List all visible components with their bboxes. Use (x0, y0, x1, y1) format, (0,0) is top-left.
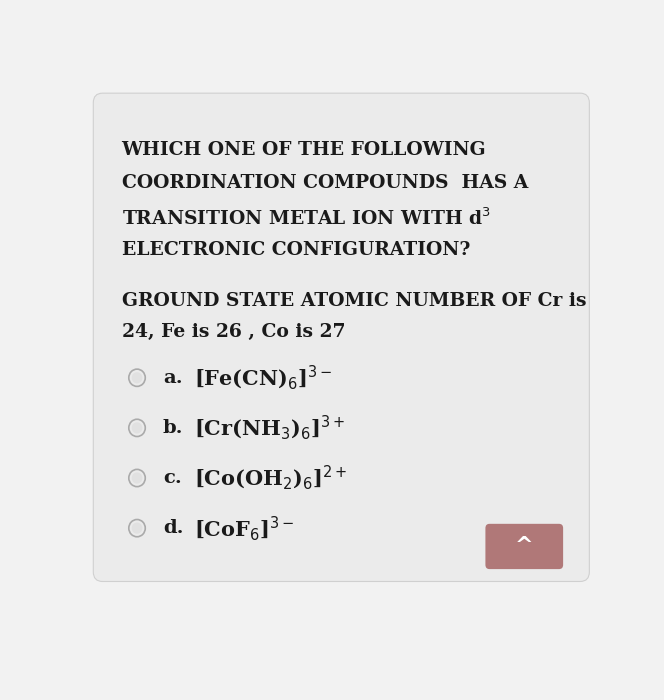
Text: c.: c. (163, 469, 181, 487)
Text: [Co(OH$_2$)$_6$]$^{2+}$: [Co(OH$_2$)$_6$]$^{2+}$ (194, 464, 347, 492)
Text: WHICH ONE OF THE FOLLOWING: WHICH ONE OF THE FOLLOWING (122, 141, 486, 159)
Text: [Fe(CN)$_6$]$^{3-}$: [Fe(CN)$_6$]$^{3-}$ (194, 363, 332, 392)
FancyBboxPatch shape (485, 524, 563, 569)
Text: 24, Fe is 26 , Co is 27: 24, Fe is 26 , Co is 27 (122, 323, 345, 341)
FancyBboxPatch shape (93, 93, 590, 582)
Circle shape (131, 473, 142, 484)
Text: GROUND STATE ATOMIC NUMBER OF Cr is: GROUND STATE ATOMIC NUMBER OF Cr is (122, 291, 586, 309)
Circle shape (131, 422, 142, 433)
Text: [CoF$_6$]$^{3-}$: [CoF$_6$]$^{3-}$ (194, 514, 294, 542)
Text: [Cr(NH$_3$)$_6$]$^{3+}$: [Cr(NH$_3$)$_6$]$^{3+}$ (194, 414, 345, 442)
Text: COORDINATION COMPOUNDS  HAS A: COORDINATION COMPOUNDS HAS A (122, 174, 528, 192)
Circle shape (131, 522, 142, 533)
Text: TRANSITION METAL ION WITH d$^3$: TRANSITION METAL ION WITH d$^3$ (122, 207, 491, 229)
Text: d.: d. (163, 519, 183, 537)
Text: b.: b. (163, 419, 183, 437)
Circle shape (131, 372, 142, 384)
Text: ^: ^ (515, 536, 534, 557)
Text: a.: a. (163, 369, 183, 387)
Text: ELECTRONIC CONFIGURATION?: ELECTRONIC CONFIGURATION? (122, 241, 470, 259)
